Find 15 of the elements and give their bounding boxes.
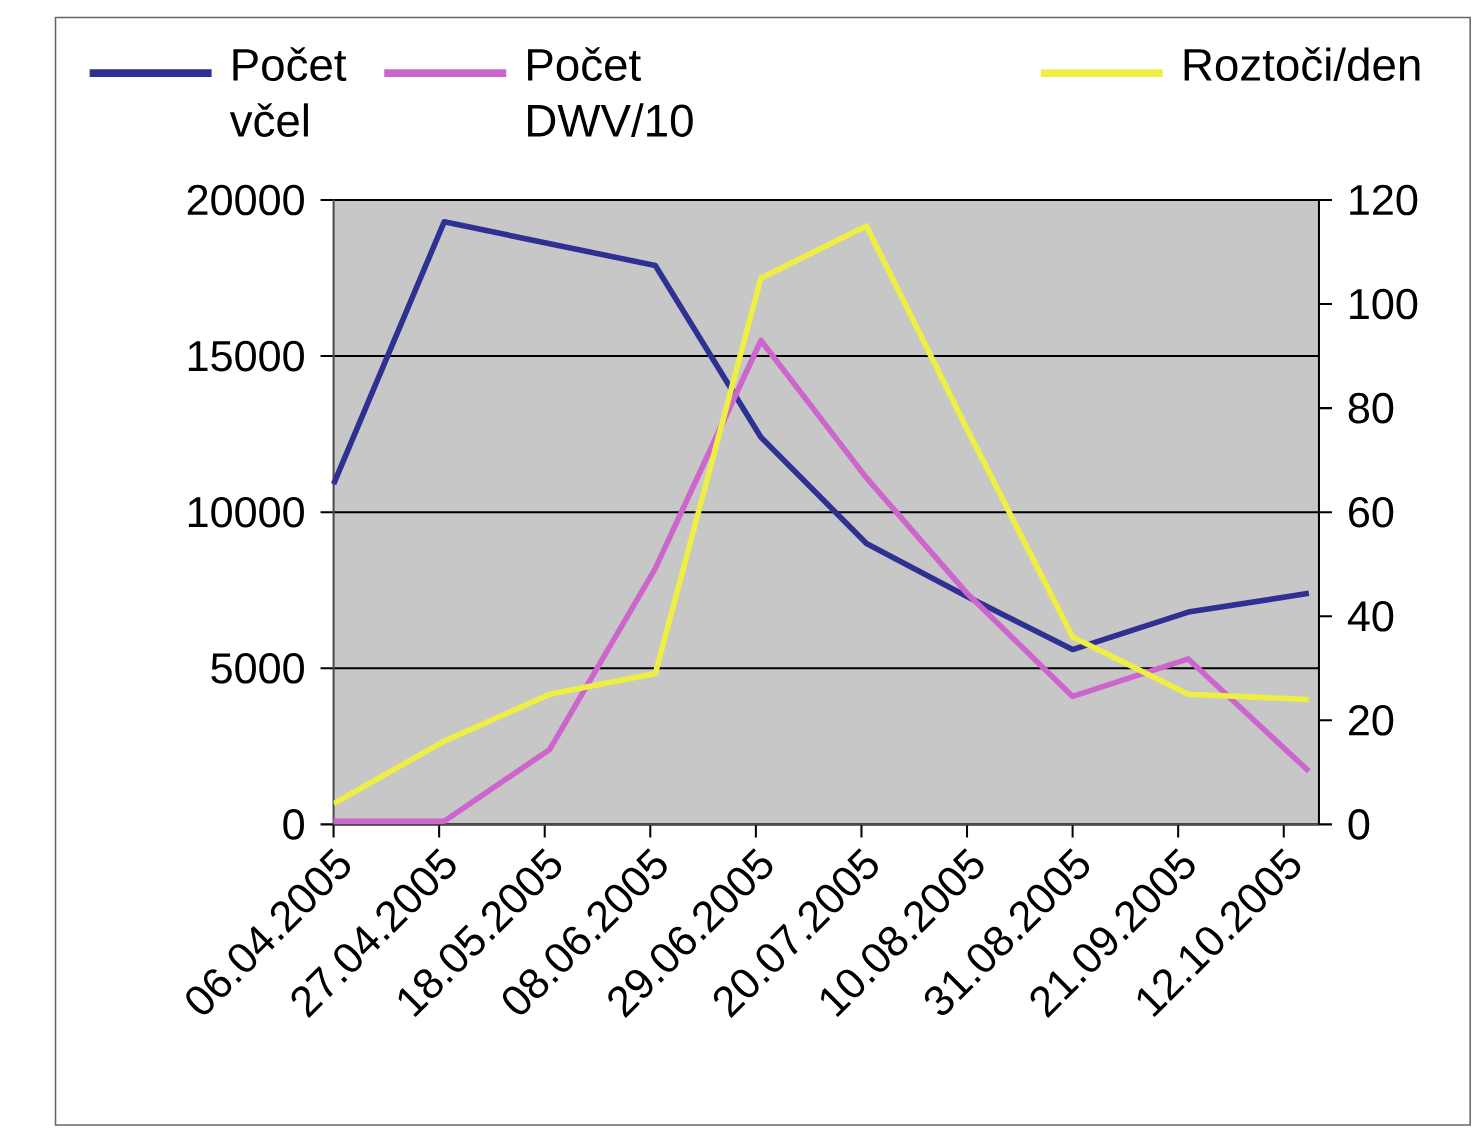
y2-tick-label: 80: [1348, 392, 1394, 424]
y-tick-label: 15000: [188, 340, 304, 372]
y2-tick-label: 20: [1349, 705, 1394, 736]
legend-label: Roztoči/den: [1184, 47, 1420, 82]
legend-label: Počet DWV/10: [528, 47, 693, 138]
legend-label: Počet včel: [229, 47, 347, 138]
y-tick-label: 0: [283, 809, 304, 840]
y-tick-label: 20000: [187, 184, 304, 216]
y2-tick-label: 0: [1348, 809, 1370, 840]
y2-tick-label: 40: [1347, 601, 1394, 632]
y2-tick-label: 100: [1350, 288, 1418, 320]
y-tick-label: 10000: [188, 496, 304, 528]
y2-tick-label: 120: [1350, 184, 1418, 216]
y-tick-label: 5000: [211, 653, 304, 684]
y2-tick-label: 60: [1349, 496, 1394, 528]
